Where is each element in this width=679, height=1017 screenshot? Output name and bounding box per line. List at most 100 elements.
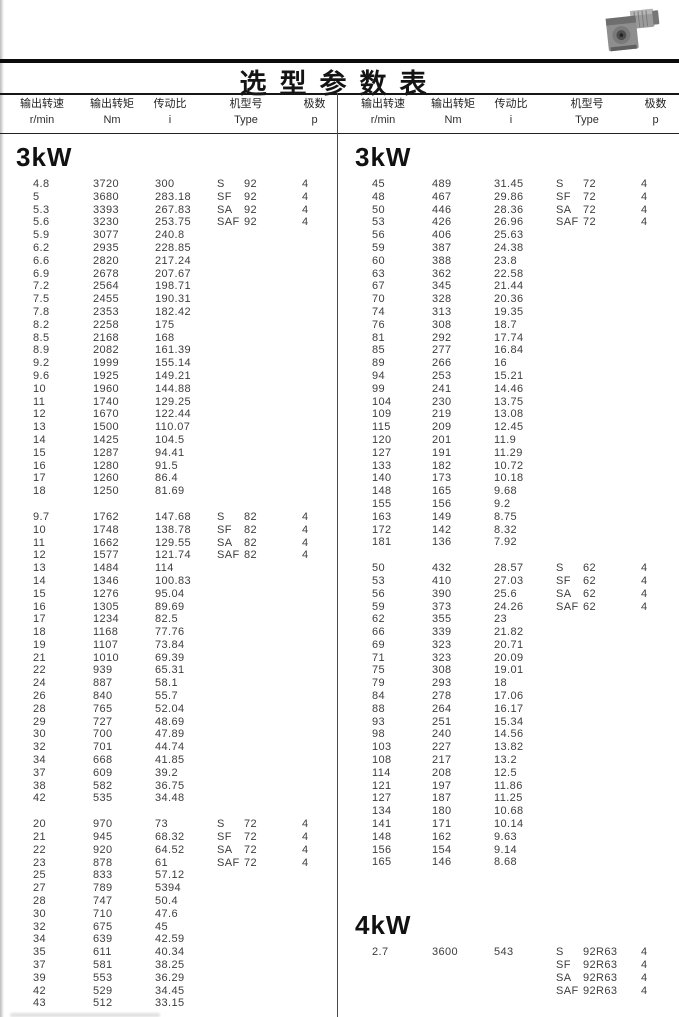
cell-speed: 22 (33, 664, 47, 677)
cell-type-prefix: SF (217, 523, 232, 536)
cell-torque: 432 (432, 562, 452, 575)
cell-torque: 512 (93, 997, 113, 1010)
cell-torque: 467 (432, 190, 452, 203)
cell-speed: 50 (372, 562, 386, 575)
table-row: 18 1168 77.76 (0, 626, 337, 639)
table-row: 8.5 2168 168 (0, 332, 337, 345)
cell-torque: 535 (93, 792, 113, 805)
table-row: 2.7 3600 543 S 92R63 4 (339, 946, 679, 959)
cell-speed: 29 (33, 715, 47, 728)
cell-torque: 1762 (93, 510, 120, 523)
cell-ratio: 26.96 (494, 216, 524, 229)
cell-speed: 148 (372, 485, 392, 498)
table-row: 59 387 24.38 (339, 242, 679, 255)
cell-ratio: 31.45 (494, 178, 524, 190)
cell-speed: 9.6 (33, 369, 50, 382)
table-row: 79 293 18 (339, 677, 679, 690)
cell-speed: 120 (372, 433, 392, 446)
cell-torque: 266 (432, 357, 452, 370)
cell-speed: 34 (33, 933, 47, 946)
header-label: 传动比 (153, 98, 187, 110)
cell-ratio: 73 (155, 818, 169, 831)
table-row: 50 432 28.57 S 62 4 (339, 562, 679, 575)
cell-torque: 173 (432, 472, 452, 485)
cell-poles: 4 (641, 178, 648, 190)
cell-torque: 833 (93, 869, 113, 882)
header-unit: Nm (444, 114, 462, 126)
table-row: 48 467 29.86 SF 72 4 (339, 191, 679, 204)
cell-torque: 582 (93, 779, 113, 792)
cell-type-size: 82 (244, 549, 258, 562)
cell-torque: 3393 (93, 203, 120, 216)
table-row: 155 156 9.2 (339, 498, 679, 511)
cell-torque: 878 (93, 856, 113, 869)
cell-torque: 765 (93, 702, 113, 715)
table-row: 27 789 5394 (0, 882, 337, 895)
cell-ratio: 147.68 (155, 510, 192, 523)
table-row: 88 264 16.17 (339, 703, 679, 716)
cell-type-prefix: SA (556, 587, 572, 600)
cell-speed: 35 (33, 946, 47, 959)
cell-type-size: 92R63 (583, 946, 618, 959)
cell-speed: 155 (372, 497, 392, 510)
cell-ratio: 11.29 (494, 446, 523, 459)
table-row: 42 529 34.45 (0, 985, 337, 998)
scan-smudge (10, 1013, 160, 1017)
cell-ratio: 64.52 (155, 843, 185, 856)
cell-speed: 76 (372, 318, 386, 331)
cell-speed: 148 (372, 830, 392, 843)
cell-ratio: 48.69 (155, 715, 185, 728)
table-row: 141 171 10.14 (339, 818, 679, 831)
cell-ratio: 28.36 (494, 203, 524, 216)
cell-ratio: 23 (494, 613, 508, 626)
cell-torque: 355 (432, 613, 452, 626)
cell-torque: 182 (432, 459, 452, 472)
cell-speed: 32 (33, 920, 47, 933)
table-row: 37 581 38.25 (0, 959, 337, 972)
cell-torque: 180 (432, 805, 452, 818)
cell-type-size: 72 (583, 203, 597, 216)
cell-torque: 747 (93, 895, 113, 908)
cell-ratio: 543 (494, 946, 514, 959)
cell-ratio: 16.84 (494, 344, 524, 357)
table-row: 17 1234 82.5 (0, 613, 337, 626)
cell-speed: 17 (33, 472, 47, 485)
cell-speed: 56 (372, 229, 386, 242)
cell-speed: 16 (33, 459, 47, 472)
cell-torque: 208 (432, 766, 452, 779)
cell-ratio: 104.5 (155, 433, 185, 446)
cell-speed: 9.2 (33, 357, 50, 370)
cell-torque: 165 (432, 485, 452, 498)
cell-poles: 4 (641, 946, 648, 959)
cell-torque: 1010 (93, 651, 120, 664)
cell-torque: 146 (432, 856, 452, 869)
cell-speed: 14 (33, 433, 47, 446)
cell-torque: 700 (93, 728, 113, 741)
table-row: 13 1500 110.07 (0, 421, 337, 434)
cell-speed: 115 (372, 421, 391, 434)
cell-torque: 840 (93, 690, 113, 703)
cell-type-prefix: SAF (556, 600, 579, 613)
table-row: 66 339 21.82 (339, 626, 679, 639)
gear-motor-icon (605, 8, 660, 52)
cell-torque: 710 (93, 907, 113, 920)
cell-ratio: 69.39 (155, 651, 185, 664)
header-col-3: 机型号 Type (200, 96, 292, 128)
table-row: 28 765 52.04 (0, 703, 337, 716)
cell-ratio: 14.46 (494, 382, 524, 395)
cell-type-size: 72 (583, 190, 597, 203)
cell-torque: 251 (432, 715, 452, 728)
cell-torque: 323 (432, 651, 452, 664)
cell-ratio: 9.14 (494, 843, 518, 856)
cell-type-size: 72 (583, 216, 597, 229)
cell-torque: 1577 (93, 549, 120, 562)
cell-poles: 4 (641, 984, 648, 997)
cell-speed: 25 (33, 869, 47, 882)
cell-poles: 4 (302, 216, 309, 229)
cell-speed: 18 (33, 485, 47, 498)
cell-torque: 789 (93, 882, 113, 895)
table-row: 103 227 13.82 (339, 741, 679, 754)
cell-torque: 970 (93, 818, 113, 831)
cell-ratio: 24.26 (494, 600, 524, 613)
cell-torque: 2455 (93, 293, 120, 306)
